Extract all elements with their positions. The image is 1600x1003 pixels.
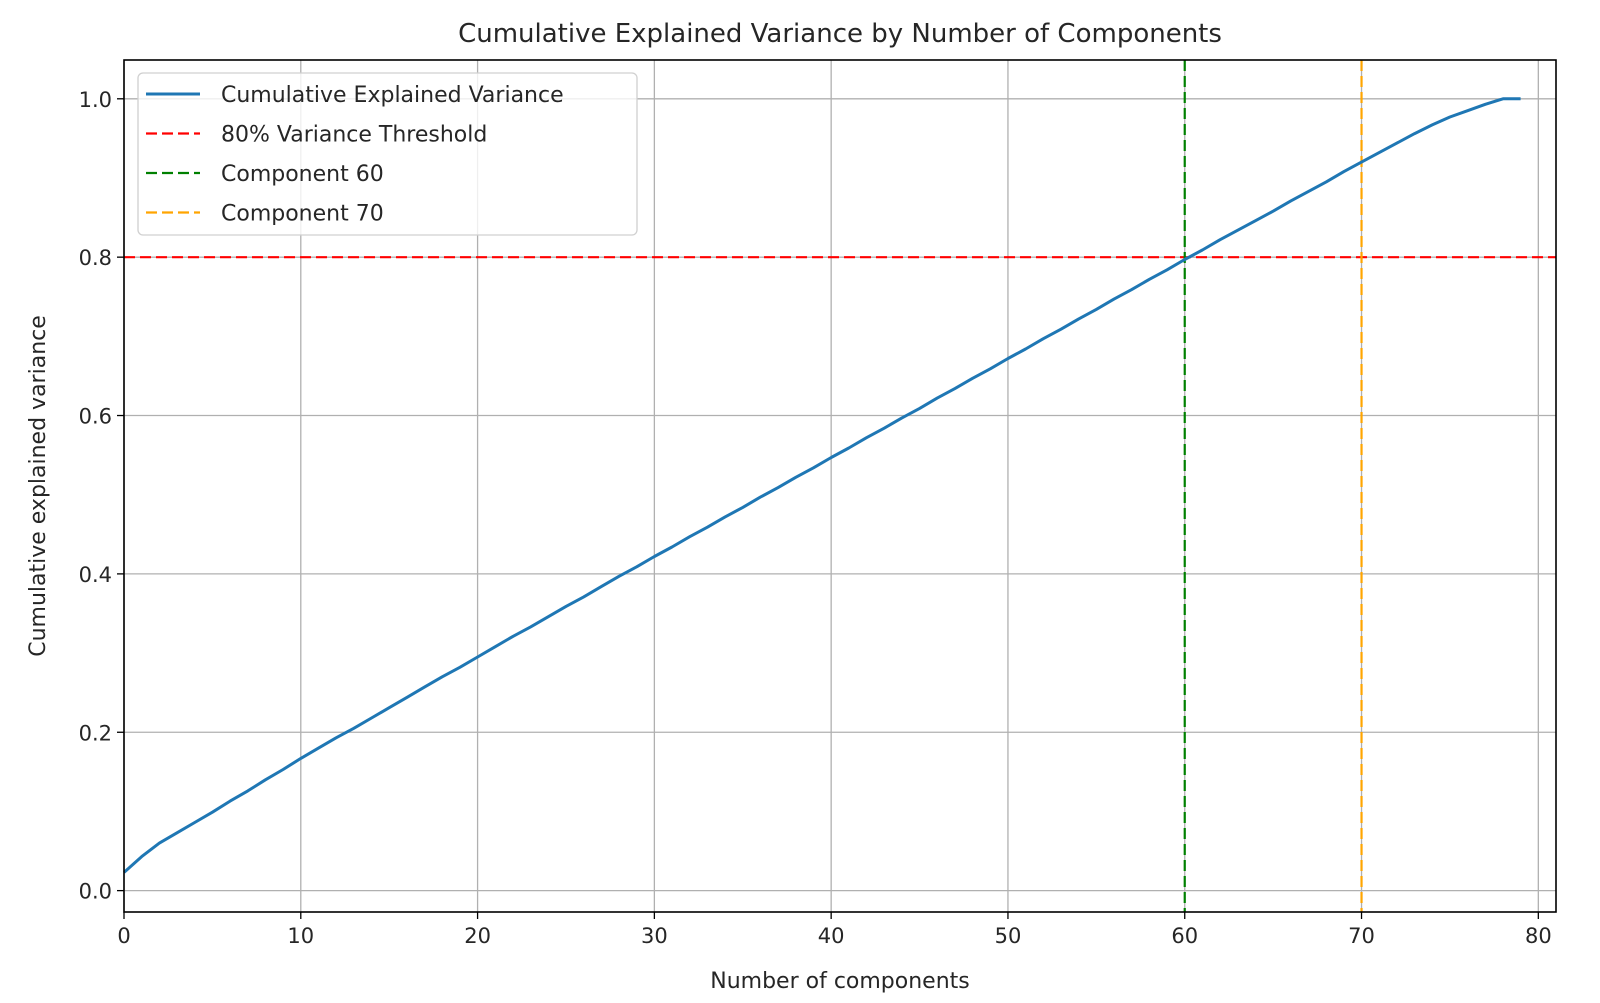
series-lines bbox=[123, 97, 1521, 874]
x-tick-label: 80 bbox=[1525, 924, 1552, 948]
chart-title: Cumulative Explained Variance by Number … bbox=[458, 19, 1222, 49]
legend: Cumulative Explained Variance 80% Varianc… bbox=[137, 72, 638, 236]
ticks: 0 10 20 30 40 50 60 70 80 0.0 0.2 0.4 0.6 0.8 1.0 bbox=[79, 88, 1552, 948]
x-tick-label: 70 bbox=[1348, 924, 1375, 948]
legend-label: Component 60 bbox=[221, 162, 384, 187]
legend-box bbox=[137, 72, 638, 236]
x-tick-label: 20 bbox=[464, 924, 491, 948]
y-tick-label: 0.4 bbox=[79, 563, 112, 587]
x-tick-label: 10 bbox=[287, 924, 314, 948]
legend-label: 80% Variance Threshold bbox=[221, 123, 487, 148]
x-tick-label: 60 bbox=[1171, 924, 1198, 948]
x-tick-label: 30 bbox=[641, 924, 668, 948]
series-line-cumulative-explained-variance bbox=[123, 97, 1521, 874]
y-tick-label: 0.8 bbox=[79, 246, 112, 270]
legend-label: Component 70 bbox=[221, 202, 384, 227]
x-axis-label: Number of components bbox=[710, 969, 970, 994]
axes-frame bbox=[123, 59, 1557, 913]
y-tick-label: 1.0 bbox=[79, 88, 112, 112]
reference-lines bbox=[124, 60, 1556, 912]
y-tick-label: 0.2 bbox=[79, 721, 112, 745]
x-tick-label: 50 bbox=[995, 924, 1022, 948]
y-axis-label: Cumulative explained variance bbox=[26, 315, 51, 657]
y-tick-label: 0.0 bbox=[79, 880, 112, 904]
x-tick-label: 0 bbox=[117, 924, 130, 948]
legend-label: Cumulative Explained Variance bbox=[221, 83, 564, 108]
x-tick-label: 40 bbox=[818, 924, 845, 948]
y-tick-label: 0.6 bbox=[79, 405, 112, 429]
